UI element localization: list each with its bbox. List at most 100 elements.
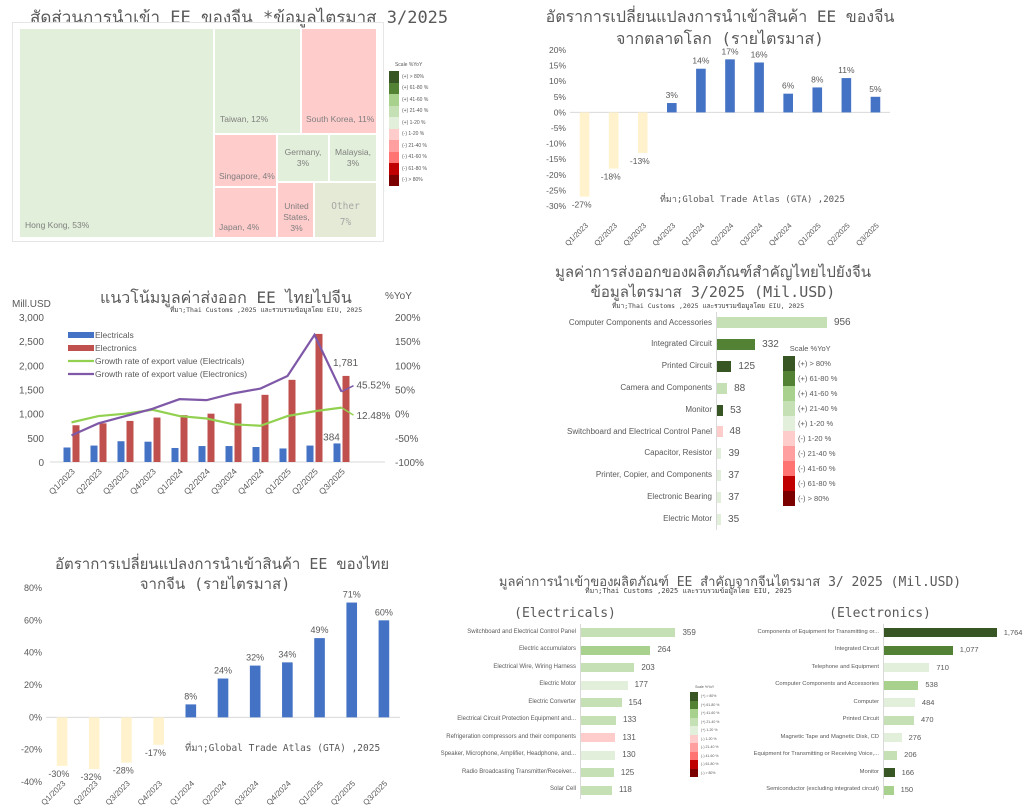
electronics-subtitle: (Electronics) [829,606,931,621]
bar-Q1/2023 [56,717,68,766]
category-label: Printed Circuit [842,716,879,723]
y-tick-label: -5% [551,123,567,133]
legend-label: (-) > 80% [798,494,830,503]
legend-label: (-) 61-80 % [798,479,836,488]
value-label: 1,077 [959,645,979,655]
bar-electricals-Q3/2024 [225,446,233,462]
y-tick-label: 10% [549,76,566,86]
annotation-leader [341,406,354,416]
bar-row: Speaker, Microphone, Amplifier, Headphon… [440,747,710,765]
y-tick-label: 5% [554,92,567,102]
legend-item: (-) > 80% [389,174,428,186]
value-label: 150 [900,785,914,795]
data-label: -13% [630,156,650,166]
legend-item: (-) 61-80 % [783,476,837,491]
bar-row: Electronic Bearing 37 [550,486,840,508]
x-tick-label: Q2/2023 [74,466,104,496]
annotation-electricals-value: 384 [323,432,340,443]
y-tick-label: -30% [546,201,566,211]
bar [717,317,827,329]
bar-row: Monitor 166 [730,764,1024,782]
legend-item: (-) 21-40 % [690,743,719,752]
bar-row: Magnetic Tape and Magnetic Disk, CD 276 [730,729,1024,747]
treemap-cell-japan: Japan, 4% [214,187,277,238]
bar-Q3/2024 [249,665,261,718]
bar-electricals-Q4/2023 [144,441,152,462]
bar-electricals-Q1/2023 [63,447,71,462]
annotation-electronics-growth: 45.52% [357,381,391,392]
legend-swatch [783,431,795,446]
bar-row: Electrical Circuit Protection Equipment … [440,712,710,730]
value-label: 956 [833,317,851,329]
y-tick-right: -100% [395,458,424,469]
bar-Q2/2025 [841,78,852,113]
data-label: 17% [721,46,738,56]
bar-electronics-Q3/2025 [342,375,350,462]
value-label: 166 [901,767,915,777]
bar-Q4/2023 [667,103,677,113]
x-tick-label: Q2/2023 [592,221,619,248]
legend-label: (-) 41-60 % [701,753,719,758]
bar-row: Integrated Circuit 332 [550,334,840,356]
x-tick-label: Q1/2025 [297,779,325,806]
category-label: Electric accumulators [518,646,576,653]
bar-Q4/2024 [282,662,293,718]
legend-label: (+) 41-60 % [402,96,429,103]
bar-electricals-Q2/2025 [306,445,314,462]
legend-item: (+) 41-60 % [783,386,837,401]
x-tick-label: Q4/2023 [136,779,164,806]
legend-swatch [389,151,399,163]
key-exports-chart: Computer Components and Accessories 956 In… [550,312,851,530]
bar-electricals-Q1/2025 [279,448,287,462]
bar-Q2/2025 [346,602,358,718]
legend-swatch [389,82,399,94]
bar-Q1/2023 [579,112,590,197]
y-tick-left: 2,000 [19,361,44,372]
bar-electricals-Q4/2024 [252,447,260,462]
data-label: 71% [343,590,361,600]
category-label: Switchboard and Electrical Control Panel [567,426,712,436]
treemap-title: สัดส่วนการนำเข้า EE ของจีน *ข้อมูลไตรมาส… [30,8,449,28]
x-tick-label: Q1/2025 [263,466,293,496]
legend-item: (+) 1-20 % [783,416,837,431]
treemap-label: South Korea, 11% [306,114,375,124]
legend-label: (+) 21-40 % [798,404,838,413]
legend-item: (+) 61-80 % [690,700,719,709]
bar-electricals-Q2/2023 [90,445,98,462]
data-label: 6% [782,81,795,91]
legend-label: (-) 21-40 % [798,449,836,458]
bar-Q1/2024 [185,704,197,718]
value-label: 1,764 [1003,627,1023,637]
legend-item: (-) 41-60 % [783,461,837,476]
bar-row: Monitor 53 [550,399,840,421]
x-tick-label: Q3/2024 [738,221,765,248]
value-label: 710 [936,662,949,672]
x-tick-label: Q1/2024 [680,221,707,248]
bar [717,382,728,394]
y-tick-label: -10% [546,139,566,149]
y-tick-left: 500 [27,434,44,445]
bar-Q3/2023 [637,112,648,153]
category-label: Integrated Circuit [651,339,712,349]
legend-label: Electricals [95,330,134,340]
legend-label: (-) > 80% [402,177,423,184]
x-tick-label: Q1/2024 [168,779,196,806]
bar-electricals-Q1/2024 [171,447,179,462]
bar-electronics-Q2/2025 [315,333,323,462]
bar-row: Semiconductor (excluding integrated circ… [730,782,1024,800]
category-label: Computer [853,698,879,705]
category-axis [883,624,884,799]
legend-swatch [389,105,399,117]
bar-row: Printed Circuit 470 [730,712,1024,730]
bar-row: Capacitor, Resistor 39 [550,443,840,465]
category-label: Speaker, Microphone, Amplifier, Headphon… [440,751,576,758]
x-tick-label: Q2/2025 [329,779,357,806]
bar [717,404,724,416]
title-line-2: จากจีน (รายไตรมาส) [139,575,291,593]
key-exports-title: มูลค่าการส่งออกของผลิตภัณฑ์สำคัญไทยไปยัง… [553,262,873,302]
bar-Q1/2025 [812,87,823,113]
data-label: 11% [838,65,855,75]
x-tick-label: Q3/2023 [104,779,132,806]
y-tick-left: 0 [38,458,44,469]
legend-label: Growth rate of export value (Electricals… [95,356,244,366]
